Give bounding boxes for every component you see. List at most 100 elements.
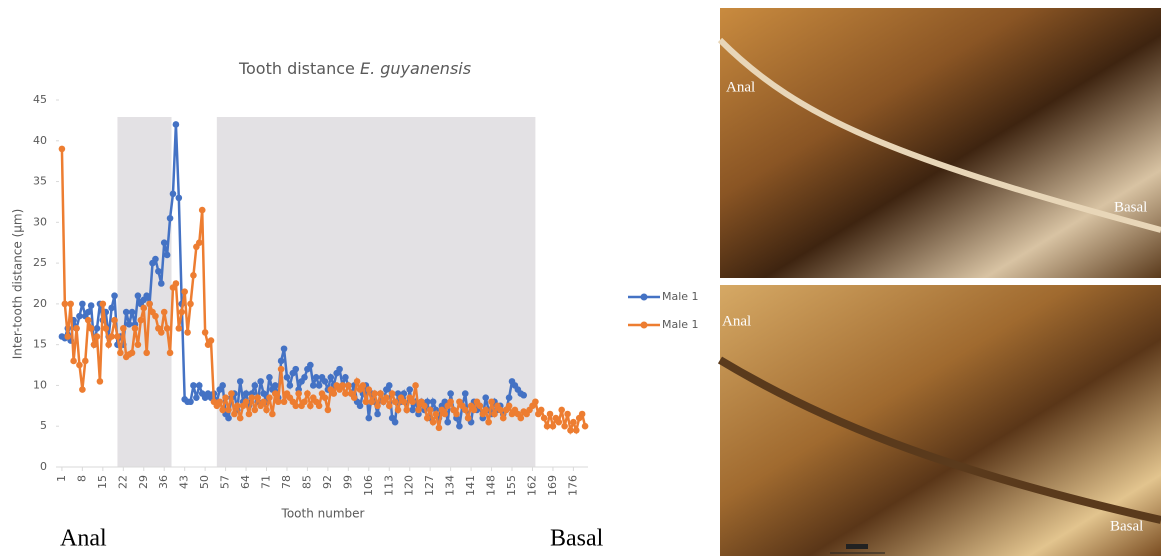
data-point — [280, 398, 288, 406]
data-point — [429, 398, 437, 406]
data-point — [406, 386, 414, 393]
title-species: E. guyanensis — [360, 59, 471, 78]
data-point — [201, 329, 209, 336]
data-point — [79, 386, 86, 393]
data-point — [321, 394, 329, 401]
data-point — [134, 341, 142, 348]
data-point — [157, 280, 165, 287]
footer-right: Basal — [550, 526, 604, 552]
data-point — [99, 300, 107, 308]
data-point — [415, 406, 422, 414]
data-point — [409, 406, 416, 414]
data-point — [301, 373, 308, 381]
data-point — [87, 302, 95, 309]
data-point — [198, 206, 206, 214]
data-point — [453, 410, 460, 418]
data-point — [321, 378, 329, 385]
data-point — [374, 410, 381, 418]
data-point — [114, 333, 121, 340]
y-tick-label: 10 — [33, 378, 47, 391]
y-axis-label: Inter-tooth distance (µm) — [11, 209, 25, 360]
x-tick-label: 99 — [341, 475, 354, 489]
x-tick-label: 169 — [546, 475, 559, 496]
data-point — [64, 333, 72, 340]
data-point — [482, 406, 490, 414]
data-point — [96, 378, 104, 385]
data-point — [374, 402, 381, 410]
x-tick-label: 155 — [505, 475, 518, 496]
data-point — [79, 300, 86, 308]
data-point — [283, 373, 291, 381]
photo — [720, 285, 1161, 556]
data-point — [385, 402, 393, 410]
data-point — [365, 414, 373, 422]
x-tick-label: 15 — [96, 475, 109, 489]
data-point — [546, 410, 554, 418]
data-point — [76, 361, 83, 369]
data-point — [482, 394, 490, 401]
data-point — [111, 292, 118, 300]
data-point — [140, 304, 148, 312]
data-point — [260, 398, 267, 406]
data-point — [152, 312, 159, 320]
data-point — [277, 357, 285, 365]
data-point — [444, 418, 452, 426]
data-point — [163, 251, 171, 259]
data-point — [84, 316, 92, 324]
data-point — [143, 349, 150, 357]
y-tick-label: 30 — [33, 215, 47, 228]
data-point — [131, 325, 139, 332]
data-point — [125, 320, 133, 328]
data-point — [505, 402, 513, 410]
data-point — [193, 394, 200, 401]
data-point — [309, 382, 317, 389]
data-point — [540, 414, 548, 422]
data-point — [342, 390, 349, 397]
data-point — [277, 365, 285, 373]
data-point — [105, 341, 112, 348]
data-point — [330, 390, 338, 397]
chart-title: Tooth distance E. guyanensis — [238, 59, 471, 78]
data-point — [356, 402, 364, 410]
x-tick-label: 162 — [525, 475, 538, 496]
data-point — [485, 418, 492, 426]
data-point — [570, 418, 577, 426]
data-point — [84, 308, 92, 316]
data-point — [292, 402, 300, 410]
data-point — [263, 406, 270, 414]
x-tick-label: 71 — [260, 475, 273, 489]
data-point — [58, 145, 66, 153]
data-point — [236, 414, 244, 422]
data-point — [581, 422, 589, 430]
x-tick-label: 120 — [403, 475, 416, 496]
data-point — [429, 418, 437, 426]
data-point — [461, 406, 469, 414]
data-point — [391, 398, 399, 406]
data-point — [315, 402, 323, 410]
data-point — [573, 427, 580, 434]
x-tick-label: 50 — [198, 475, 211, 489]
data-point — [274, 398, 282, 406]
data-point — [242, 390, 250, 397]
data-point — [339, 382, 346, 389]
data-point — [412, 382, 419, 389]
photo-bottom: Anal Basal — [717, 285, 1161, 556]
data-point — [391, 418, 399, 426]
data-point — [111, 316, 118, 324]
data-point — [488, 398, 495, 406]
data-point — [172, 121, 180, 128]
data-point — [108, 333, 115, 340]
data-point — [426, 406, 434, 414]
data-point — [266, 394, 273, 401]
y-tick-label: 25 — [33, 256, 47, 269]
data-point — [269, 410, 276, 418]
data-point — [216, 398, 224, 406]
data-point — [90, 341, 98, 348]
data-point — [190, 382, 197, 389]
data-point — [385, 382, 393, 389]
data-point — [219, 382, 226, 389]
data-point — [128, 308, 136, 316]
legend-label: Male 1 — [662, 318, 699, 331]
data-point — [350, 394, 358, 401]
